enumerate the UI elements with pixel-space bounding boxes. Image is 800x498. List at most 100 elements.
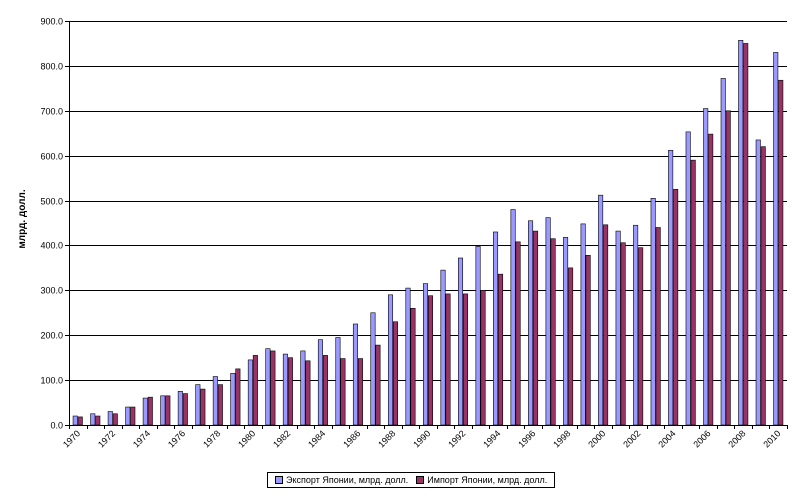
bar-import-2001	[620, 242, 626, 426]
bar-import-1987	[375, 344, 381, 426]
bar-import-1977	[200, 388, 206, 426]
bar-export-1988	[387, 294, 393, 426]
bar-import-1975	[165, 395, 171, 426]
bar-import-1985	[340, 358, 346, 426]
bar-export-2010	[773, 52, 779, 426]
bar-export-1977	[195, 384, 201, 426]
x-tick-label: 1996	[516, 428, 537, 449]
x-tick-label: 2002	[621, 428, 642, 449]
bar-export-2003	[650, 198, 656, 426]
bar-import-2005	[690, 159, 696, 426]
y-tick-label: 200.0	[40, 331, 63, 341]
bar-import-1974	[147, 396, 153, 426]
y-axis-label: млрд. долл.	[17, 189, 28, 248]
bar-export-2004	[668, 149, 674, 426]
bar-export-1973	[125, 406, 131, 426]
y-tick-label: 900.0	[40, 17, 63, 27]
bar-import-1973	[130, 406, 136, 426]
bar-export-1982	[282, 353, 288, 426]
bar-import-2000	[603, 224, 609, 426]
bar-import-1999	[585, 255, 591, 426]
bar-export-1983	[300, 350, 306, 426]
bar-export-1994	[493, 231, 499, 426]
bar-export-1980	[247, 359, 253, 426]
bar-export-1995	[510, 209, 516, 426]
x-tick-label: 1972	[96, 428, 117, 449]
bar-import-2010	[778, 79, 784, 426]
bar-export-1989	[405, 287, 411, 426]
legend-label-import: Импорт Японии, млрд. долл.	[427, 475, 548, 485]
bar-export-1993	[475, 246, 481, 426]
bar-export-2006	[703, 108, 709, 426]
x-tick-label: 1994	[481, 428, 502, 449]
x-tick-label: 2010	[761, 428, 782, 449]
x-tick-label: 1978	[201, 428, 222, 449]
bar-export-2000	[598, 194, 604, 426]
bar-import-1982	[287, 357, 293, 426]
x-tick-label: 2000	[586, 428, 607, 449]
y-tick-label: 300.0	[40, 286, 63, 296]
bar-export-1971	[90, 413, 96, 426]
bar-import-2007	[725, 110, 731, 426]
bar-import-2009	[760, 146, 766, 426]
bar-export-2005	[685, 131, 691, 426]
bar-import-1980	[252, 355, 258, 426]
bar-import-1995	[515, 241, 521, 426]
x-tick-label: 1970	[61, 428, 82, 449]
y-tick-label: 600.0	[40, 152, 63, 162]
bar-import-1992	[463, 293, 469, 426]
legend-label-export: Экспорт Японии, млрд. долл.	[286, 475, 409, 485]
bar-export-2007	[720, 78, 726, 426]
y-tick-label: 800.0	[40, 62, 63, 72]
bar-import-1981	[270, 350, 276, 426]
legend-swatch-import	[416, 476, 425, 484]
bar-export-1990	[422, 283, 428, 426]
legend-item-import: Импорт Японии, млрд. долл.	[416, 475, 547, 485]
y-tick-label: 400.0	[40, 241, 63, 251]
x-tick-label: 1974	[131, 428, 152, 449]
x-tick-label: 2008	[726, 428, 747, 449]
bar-export-2008	[738, 39, 744, 426]
bar-export-1979	[230, 373, 236, 426]
legend: Экспорт Японии, млрд. долл. Импорт Япони…	[267, 472, 556, 488]
bar-export-2001	[615, 230, 621, 426]
bar-import-1989	[410, 307, 416, 426]
bar-export-1996	[528, 220, 534, 426]
bar-export-1978	[212, 376, 218, 426]
bar-import-1996	[533, 230, 539, 426]
bar-export-1992	[458, 257, 464, 426]
x-tick-label: 2006	[691, 428, 712, 449]
bar-import-2003	[655, 227, 661, 426]
bar-import-1998	[568, 267, 574, 426]
bar-export-1999	[580, 223, 586, 426]
bar-export-1991	[440, 269, 446, 426]
y-tick-label: 700.0	[40, 107, 63, 117]
axes-layer	[65, 21, 788, 429]
bar-import-1984	[322, 355, 328, 426]
bar-export-2009	[755, 139, 761, 426]
bar-import-1986	[357, 358, 363, 426]
bar-import-1972	[112, 413, 118, 426]
bars-layer	[72, 39, 784, 426]
x-tick-label: 1990	[411, 428, 432, 449]
x-tick-label: 1998	[551, 428, 572, 449]
x-tick-label: 1984	[306, 428, 327, 449]
legend-swatch-export	[275, 476, 283, 484]
legend-item-export: Экспорт Японии, млрд. долл.	[275, 475, 408, 485]
x-tick-label: 1992	[446, 428, 467, 449]
bar-import-1997	[550, 238, 556, 426]
bar-export-1986	[352, 323, 358, 426]
bar-export-1970	[72, 415, 78, 426]
bar-import-1971	[95, 415, 101, 426]
bar-export-2002	[633, 224, 639, 426]
bar-import-1978	[217, 384, 223, 426]
y-tick-label: 0.0	[50, 421, 63, 431]
x-tick-label: 1982	[271, 428, 292, 449]
x-tick-label: 1980	[236, 428, 257, 449]
bar-export-1974	[142, 397, 148, 426]
bar-import-1976	[182, 393, 188, 426]
x-tick-label: 2004	[656, 428, 677, 449]
bar-import-1970	[77, 416, 83, 426]
x-tick-label: 1988	[376, 428, 397, 449]
